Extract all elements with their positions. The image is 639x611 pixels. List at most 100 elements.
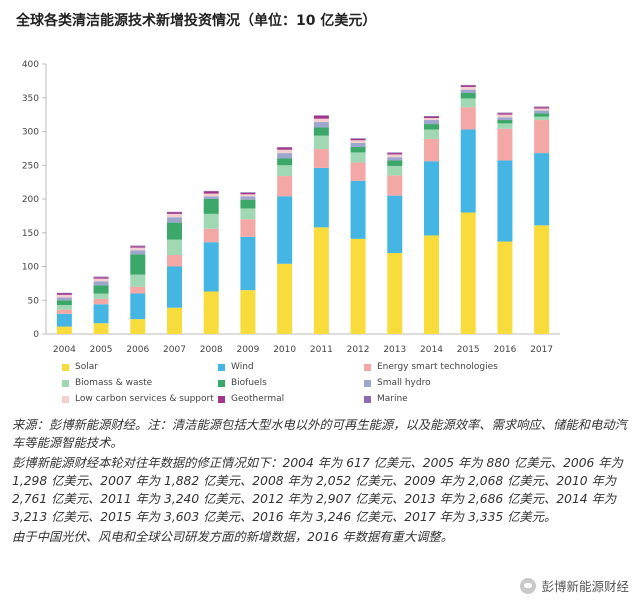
legend-swatch [62,363,69,371]
bar-segment-solar [130,319,146,334]
legend-label: Biofuels [231,378,267,388]
x-tick-label: 2011 [310,345,333,355]
source-note: 来源：彭博新能源财经。注：清洁能源包括大型水电以外的可再生能源，以及能源效率、需… [12,418,627,450]
bar-segment-biomass-waste [130,274,146,287]
bar-segment-energy-smart-technologies [56,309,72,314]
bar-segment-marine [167,211,182,213]
x-tick-label: 2010 [273,345,296,355]
bar-segment-wind [424,161,439,236]
bar-segment-solar [203,291,219,334]
bar-segment-wind [130,293,146,320]
legend-item: Biofuels [218,378,267,388]
bar-segment-marine [424,115,439,117]
bar-segment-biofuels [93,285,109,294]
bar-segment-energy-smart-technologies [240,219,256,237]
bar-segment-energy-smart-technologies [313,149,329,168]
bar-segment-low-carbon-services-support [534,108,550,111]
bar-segment-marine [313,115,329,116]
bar-segment-marine [130,245,146,247]
bar-segment-wind [350,180,366,239]
bar-segment-marine [387,152,403,154]
bar-segment-low-carbon-services-support [277,149,293,154]
bar-segment-low-carbon-services-support [387,154,403,158]
bar-segment-low-carbon-services-support [313,118,329,123]
bar-segment-small-hydro [534,110,550,114]
x-tick-label: 2009 [236,345,259,355]
bar-segment-geothermal [350,138,366,141]
bar-segment-wind [460,129,476,213]
bar-segment-low-carbon-services-support [424,118,439,121]
bar-segment-low-carbon-services-support [56,294,72,298]
bar-segment-wind [277,196,293,264]
bar-segment-marine [497,112,513,114]
bar-segment-energy-smart-technologies [424,138,439,162]
bar-segment-geothermal [277,147,293,150]
bar-segment-marine [350,138,366,139]
bar-segment-small-hydro [167,217,182,223]
wechat-icon [520,577,537,594]
bar-segment-small-hydro [240,196,256,200]
bar-segment-low-carbon-services-support [130,247,146,251]
bar-segment-marine [240,192,256,193]
bar-segment-low-carbon-services-support [497,114,513,118]
bar-segment-biomass-waste [350,152,366,163]
revision-note: 彭博新能源财经本轮对往年数据的修正情况如下：2004 年为 617 亿美元、20… [12,456,623,524]
bar-segment-biofuels [534,113,550,117]
bar-segment-wind [56,313,72,327]
bar-segment-energy-smart-technologies [93,298,109,305]
bar-segment-low-carbon-services-support [93,278,109,282]
legend-label: Biomass & waste [75,378,153,388]
legend-label: Geothermal [231,394,285,404]
bar-segment-biomass-waste [313,135,329,150]
y-tick-label: 250 [22,161,39,171]
legend-item: Energy smart technologies [364,362,498,372]
stacked-bar-chart: 0 50 100 150 200 250 300 350 400 2004 2005 2006 2007… [22,60,560,355]
bar-segment-energy-smart-technologies [277,176,293,197]
bar-segment-solar [313,227,329,334]
bar-segment-energy-smart-technologies [460,107,476,130]
x-tick-label: 2006 [126,345,149,355]
bar-segment-energy-smart-technologies [350,162,366,181]
bar-segment-low-carbon-services-support [167,213,182,218]
bar-segment-wind [313,167,329,228]
bar-segment-wind [93,304,109,324]
legend-item: Geothermal [218,394,284,404]
bar-segment-biofuels [203,199,219,214]
bar-segment-wind [387,195,403,253]
bar-segment-geothermal [240,192,256,195]
bar-segment-marine [277,147,293,148]
bar-segment-biofuels [350,147,366,153]
adjustment-note: 由于中国光伏、风电和全球公司研发方面的新增数据，2016 年数据有重大调整。 [12,530,454,544]
legend-swatch [364,379,371,387]
bar-segment-biomass-waste [56,304,72,310]
brand-name: 彭博新能源财经 [541,579,629,594]
x-tick-label: 2012 [347,345,370,355]
legend-label: Solar [75,362,98,372]
legend-swatch [218,379,225,387]
bar-segment-low-carbon-services-support [240,194,256,197]
bar-segment-solar [424,235,439,334]
bar-segment-solar [534,225,550,334]
bar-segment-solar [167,307,182,334]
bar-segment-biomass-waste [534,116,550,121]
bar-segment-geothermal [387,153,403,155]
bar-segment-biomass-waste [460,98,476,108]
bar-segment-wind [534,153,550,226]
bar-segment-biomass-waste [203,213,219,229]
bar-segment-biomass-waste [424,129,439,139]
bar-segment-wind [203,242,219,292]
y-tick-label: 50 [28,296,40,306]
bar-segment-geothermal [93,277,109,279]
legend-swatch [218,395,225,403]
bar-segment-energy-smart-technologies [497,128,513,161]
legend-swatch [364,395,371,403]
bar-segment-biofuels [167,222,182,240]
x-tick-label: 2017 [530,345,553,355]
legend-label: Marine [377,394,408,404]
bar-segment-biofuels [313,127,329,136]
bar-segment-wind [497,160,513,242]
bar-segment-solar [497,241,513,334]
bar-segment-geothermal [534,107,550,109]
bar-segment-solar [240,290,256,334]
bar-segment-energy-smart-technologies [203,228,219,243]
